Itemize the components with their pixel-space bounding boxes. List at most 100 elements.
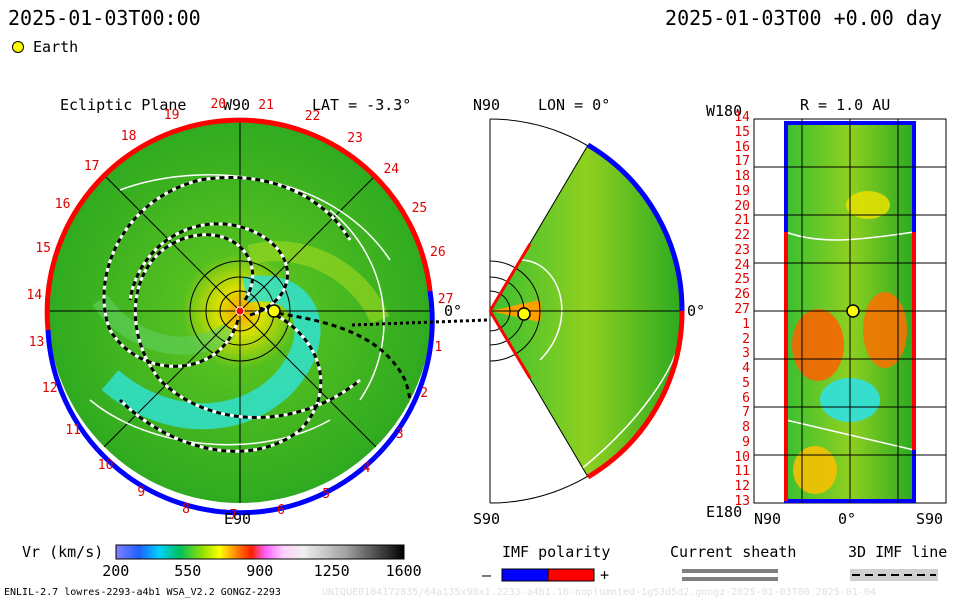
imf-plus-label: + (600, 566, 610, 584)
carrington-tick-label: 21 (258, 97, 274, 113)
ecliptic-title: Ecliptic Plane (60, 96, 187, 114)
radial-y-tick-label: 6 (742, 390, 750, 406)
carrington-tick-label: 2 (420, 385, 429, 401)
carrington-tick-label: 23 (347, 131, 363, 147)
grid-circle (489, 260, 541, 362)
carrington-tick-label: 15 (35, 240, 51, 256)
radial-y-tick-label: 20 (734, 198, 750, 214)
carrington-tick-label: 14 (26, 287, 43, 303)
carrington-tick-label: 13 (28, 335, 45, 351)
colorbar-tick-label: 1600 (385, 562, 422, 580)
radial-x-mid-label: 0° (838, 510, 857, 528)
carrington-tick-label: 7 (229, 507, 238, 523)
radial-x-left-label: N90 (754, 510, 782, 528)
carrington-tick-label: 3 (395, 426, 404, 442)
radial-y-tick-label: 13 (734, 494, 750, 509)
radial-y-tick-label: 4 (742, 361, 750, 377)
radial-y-tick-label: 2 (742, 331, 750, 347)
imf-negative-swatch (501, 568, 549, 582)
carrington-tick-label: 4 (362, 461, 371, 477)
imf-line (118, 306, 323, 453)
fast-region (846, 191, 890, 219)
radial-top-left-label: W180 (706, 102, 743, 120)
current-sheath-swatch (682, 569, 778, 573)
carrington-tick-label: 20 (210, 97, 227, 113)
radial-y-tick-label: 19 (734, 183, 750, 199)
velocity-colorbar (115, 544, 405, 560)
carrington-tick-label: 11 (65, 423, 81, 439)
footer-run-id: UNIQUE0104172835/64a135x90x1.2233-a4b1.1… (322, 587, 876, 598)
radial-y-tick-label: 15 (734, 124, 750, 140)
polarity-ring-positive (586, 310, 685, 480)
radial-y-tick-label: 7 (742, 405, 750, 421)
radial-y-tick-label: 25 (734, 272, 750, 288)
earth-marker (267, 304, 281, 318)
colorbar-tick-label: 550 (174, 562, 202, 580)
carrington-tick-label: 12 (41, 381, 58, 397)
sun-marker (235, 306, 245, 316)
radial-y-tick-label: 5 (742, 375, 750, 391)
carrington-tick-label: 18 (120, 128, 137, 144)
right-timestamp: 2025-01-03T00 +0.00 day (665, 6, 942, 30)
earth-connector-line (351, 318, 489, 327)
meridional-bottom-label: S90 (473, 510, 501, 528)
colorbar-title: Vr (km/s) (22, 543, 104, 561)
carrington-tick-label: 22 (304, 109, 321, 125)
carrington-tick-label: 24 (383, 162, 400, 178)
radial-y-tick-label: 17 (734, 154, 750, 170)
carrington-tick-label: 8 (182, 501, 190, 517)
imf-3d-title: 3D IMF line (848, 543, 948, 561)
polarity-edge (488, 310, 532, 379)
carrington-tick-label: 17 (83, 158, 100, 174)
radial-y-tick-label: 16 (734, 139, 750, 155)
radial-bottom-left-label: E180 (706, 503, 743, 521)
carrington-tick-label: 27 (437, 292, 454, 308)
radial-y-tick-label: 3 (742, 346, 750, 362)
polarity-edge (488, 243, 532, 312)
imf-line (102, 176, 352, 368)
radial-y-tick-label: 11 (734, 464, 750, 480)
carrington-tick-label: 9 (137, 485, 146, 500)
radial-y-tick-label: 24 (734, 257, 750, 273)
imf-line (128, 222, 289, 317)
radial-y-tick-label: 27 (734, 302, 750, 317)
carrington-tick-label: 25 (411, 201, 428, 217)
radial-y-tick-label: 12 (734, 479, 750, 495)
ecliptic-lat-label: LAT = -3.3° (312, 96, 412, 114)
fast-region (863, 292, 907, 368)
ecliptic-plane-panel (44, 117, 489, 516)
radial-y-tick-label: 23 (734, 242, 750, 258)
stream-region (247, 241, 390, 325)
radial-x-right-label: S90 (916, 510, 944, 528)
radial-y-tick-label: 10 (734, 449, 750, 465)
imf-positive-swatch (547, 568, 595, 582)
radial-surface-panel (753, 118, 947, 504)
radial-y-tick-label: 26 (734, 287, 750, 303)
radial-y-tick-label: 1 (742, 316, 750, 332)
grid-circle (489, 290, 511, 332)
radial-y-tick-label: 18 (734, 169, 750, 185)
colorbar-tick-label: 1250 (313, 562, 350, 580)
earth-legend: Earth (12, 38, 78, 56)
current-sheath (329, 209, 385, 401)
polarity-ring-negative (586, 142, 685, 312)
fast-region (793, 446, 837, 494)
imf-line-base (133, 233, 361, 419)
imf-minus-label: – (482, 566, 492, 584)
ecliptic-top-label: W90 (223, 96, 251, 114)
carrington-tick-label: 19 (163, 107, 180, 123)
radial-y-tick-label: 22 (734, 228, 750, 244)
ecliptic-bottom-label: E90 (224, 510, 252, 528)
stream-region (92, 294, 236, 355)
colorbar-tick-label: 900 (246, 562, 274, 580)
meridional-top-label: N90 (473, 96, 501, 114)
radial-r-label: R = 1.0 AU (800, 96, 891, 114)
earth-legend-icon (12, 41, 24, 53)
colorbar-tick-label: 200 (102, 562, 130, 580)
polarity-ring-negative (45, 310, 435, 516)
current-sheath-title: Current sheath (670, 543, 797, 561)
radial-y-tick-label: 8 (742, 420, 750, 436)
carrington-tick-label: 16 (54, 196, 71, 212)
earth-marker (517, 307, 531, 321)
